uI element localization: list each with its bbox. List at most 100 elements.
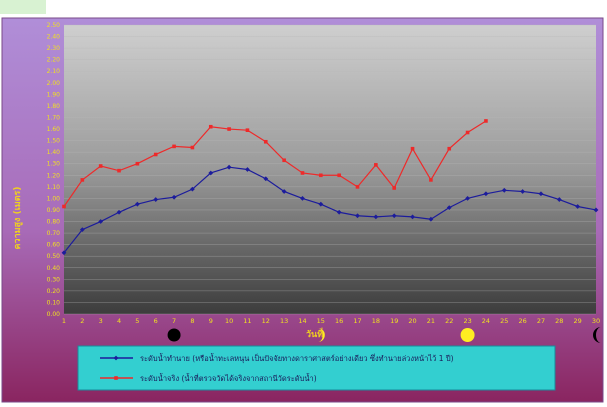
x-tick-label: 29 <box>574 317 582 325</box>
y-tick-label: 1.00 <box>47 195 61 202</box>
data-point <box>153 197 159 202</box>
y-tick-label: 1.40 <box>47 149 61 156</box>
x-tick-label: 22 <box>445 317 453 325</box>
data-point <box>575 204 581 209</box>
x-tick-label: 1 <box>62 317 66 325</box>
data-point <box>208 170 214 176</box>
series-line-2 <box>63 120 487 207</box>
y-tick-label: 2.40 <box>47 34 61 41</box>
y-tick-label: 2.20 <box>47 57 61 64</box>
x-tick-label: 17 <box>353 317 361 325</box>
data-point <box>98 164 103 168</box>
data-point <box>263 139 268 144</box>
y-tick-label: 2.30 <box>47 45 61 52</box>
x-tick-label: 19 <box>390 317 398 325</box>
legend-marker-1 <box>113 355 119 361</box>
y-axis-label: ความสูง (เมตร) <box>13 187 23 250</box>
data-point <box>300 196 305 201</box>
data-point <box>465 130 470 135</box>
x-tick-label: 12 <box>262 317 270 325</box>
legend: ระดับน้ำทำนาย (หรือน้ำทะเลหนุน เป็นปัจจั… <box>100 353 454 383</box>
x-tick-label: 16 <box>335 317 343 325</box>
gridlines <box>64 24 596 315</box>
x-tick-label: 24 <box>482 317 490 325</box>
full-moon-icon <box>460 328 475 342</box>
data-point <box>135 161 140 166</box>
data-point <box>593 207 599 213</box>
y-tick-label: 0.30 <box>47 276 61 283</box>
x-axis-ticks: 1 2 3 4 5 6 7 8 9 10 11 12 13 14 15 16 17 18 19 20 21 22 23 24 2… <box>62 317 600 325</box>
y-tick-label: 0.40 <box>47 265 61 272</box>
data-point <box>79 227 85 233</box>
data-point <box>410 214 415 220</box>
data-point <box>226 164 232 170</box>
series-line-1 <box>63 166 597 254</box>
x-tick-label: 4 <box>117 317 121 325</box>
y-tick-label: 2.00 <box>47 80 61 87</box>
y-axis-ticks: 0.00 0.10 0.20 0.30 0.40 0.50 0.60 0.70 0.80 0.90… <box>47 22 61 318</box>
data-point <box>281 189 287 194</box>
data-point <box>538 191 544 197</box>
x-tick-label: 3 <box>99 317 103 325</box>
data-point <box>446 205 452 211</box>
series-layer <box>61 119 599 256</box>
data-point <box>337 173 341 178</box>
x-tick-label: 8 <box>190 317 194 325</box>
y-tick-label: 1.70 <box>47 114 61 121</box>
legend-label-1: ระดับน้ำทำนาย (หรือน้ำทะเลหนุน เป็นปัจจั… <box>140 353 454 363</box>
x-tick-label: 23 <box>463 317 471 325</box>
y-tick-label: 0.20 <box>47 288 61 295</box>
corner-tab <box>0 0 46 14</box>
x-tick-label: 5 <box>135 317 139 325</box>
x-tick-label: 27 <box>537 317 545 325</box>
x-tick-label: 6 <box>154 317 158 325</box>
data-point <box>428 216 434 222</box>
data-point <box>61 250 67 256</box>
data-point <box>465 196 470 201</box>
x-tick-label: 15 <box>317 317 325 325</box>
data-point <box>556 197 562 202</box>
y-tick-label: 1.60 <box>47 126 61 133</box>
data-point <box>373 214 379 220</box>
data-point <box>391 213 397 219</box>
data-point <box>117 168 121 173</box>
data-point <box>153 152 158 157</box>
y-tick-label: 0.80 <box>47 219 61 226</box>
x-tick-label: 14 <box>298 317 306 325</box>
x-tick-label: 11 <box>243 317 251 325</box>
x-tick-label: 13 <box>280 317 288 325</box>
y-tick-label: 1.20 <box>47 172 61 179</box>
x-tick-label: 10 <box>225 317 233 325</box>
data-point <box>483 191 489 197</box>
x-tick-label: 21 <box>427 317 435 325</box>
data-point <box>392 186 397 190</box>
data-point <box>208 124 213 129</box>
data-point <box>227 127 231 131</box>
data-point <box>300 171 305 175</box>
data-point <box>190 145 195 150</box>
data-point <box>484 119 488 123</box>
plot-area <box>64 25 596 314</box>
legend-marker-2 <box>114 376 118 380</box>
y-tick-label: 2.10 <box>47 68 61 75</box>
first-quarter-icon <box>317 328 325 342</box>
new-moon-icon <box>167 328 181 342</box>
y-tick-label: 0.50 <box>47 253 61 260</box>
y-tick-label: 1.30 <box>47 161 61 168</box>
data-point <box>98 219 104 224</box>
x-tick-label: 28 <box>555 317 563 325</box>
x-tick-label: 20 <box>408 317 416 325</box>
x-tick-label: 26 <box>518 317 526 325</box>
data-point <box>116 209 122 215</box>
y-tick-label: 0.60 <box>47 242 61 249</box>
data-point <box>410 146 415 151</box>
legend-box <box>77 345 556 391</box>
data-point <box>355 185 360 189</box>
data-point <box>62 204 66 209</box>
y-tick-label: 1.90 <box>47 91 61 98</box>
data-point <box>80 178 85 182</box>
data-point <box>172 144 176 149</box>
data-point <box>319 173 323 178</box>
data-point <box>520 189 526 194</box>
x-tick-label: 25 <box>500 317 508 325</box>
